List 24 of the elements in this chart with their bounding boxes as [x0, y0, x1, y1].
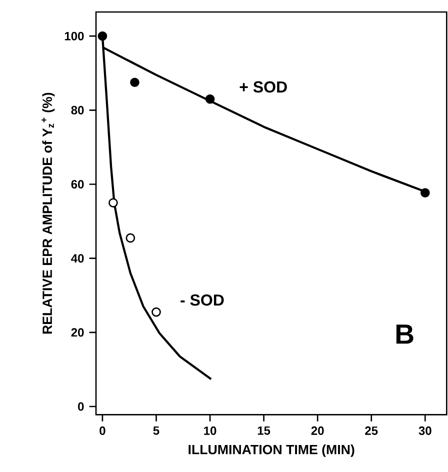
y-tick-label: 0: [78, 402, 84, 411]
point: [130, 78, 140, 88]
point: [126, 233, 136, 243]
x-tick-label: 25: [365, 426, 378, 435]
annotation: B: [396, 324, 414, 344]
x-axis-title: ILLUMINATION TIME (MIN): [188, 444, 354, 457]
y-axis-title: RELATIVE EPR AMPLITUDE of Y$_{z}$$^{+}$ (%): [42, 92, 55, 334]
y-tick-label: 60: [71, 180, 84, 189]
x-tick-label: 5: [153, 426, 160, 435]
y-tick-label: 40: [71, 254, 84, 263]
x-tick-label: 30: [418, 426, 432, 435]
point: [108, 198, 118, 208]
y-tick-label: 80: [71, 106, 84, 114]
series-label: + SOD: [240, 81, 287, 93]
point: [152, 307, 161, 317]
point: [205, 94, 215, 104]
point: [98, 31, 108, 41]
x-tick-label: 10: [204, 426, 216, 435]
series-label: - SOD: [180, 294, 224, 306]
y-tick-label: 20: [71, 328, 84, 337]
x-tick-label: 20: [311, 426, 324, 435]
x-tick-label: 0: [100, 426, 106, 435]
y-tick-label: 100: [64, 32, 84, 40]
x-tick-label: 15: [258, 426, 270, 435]
